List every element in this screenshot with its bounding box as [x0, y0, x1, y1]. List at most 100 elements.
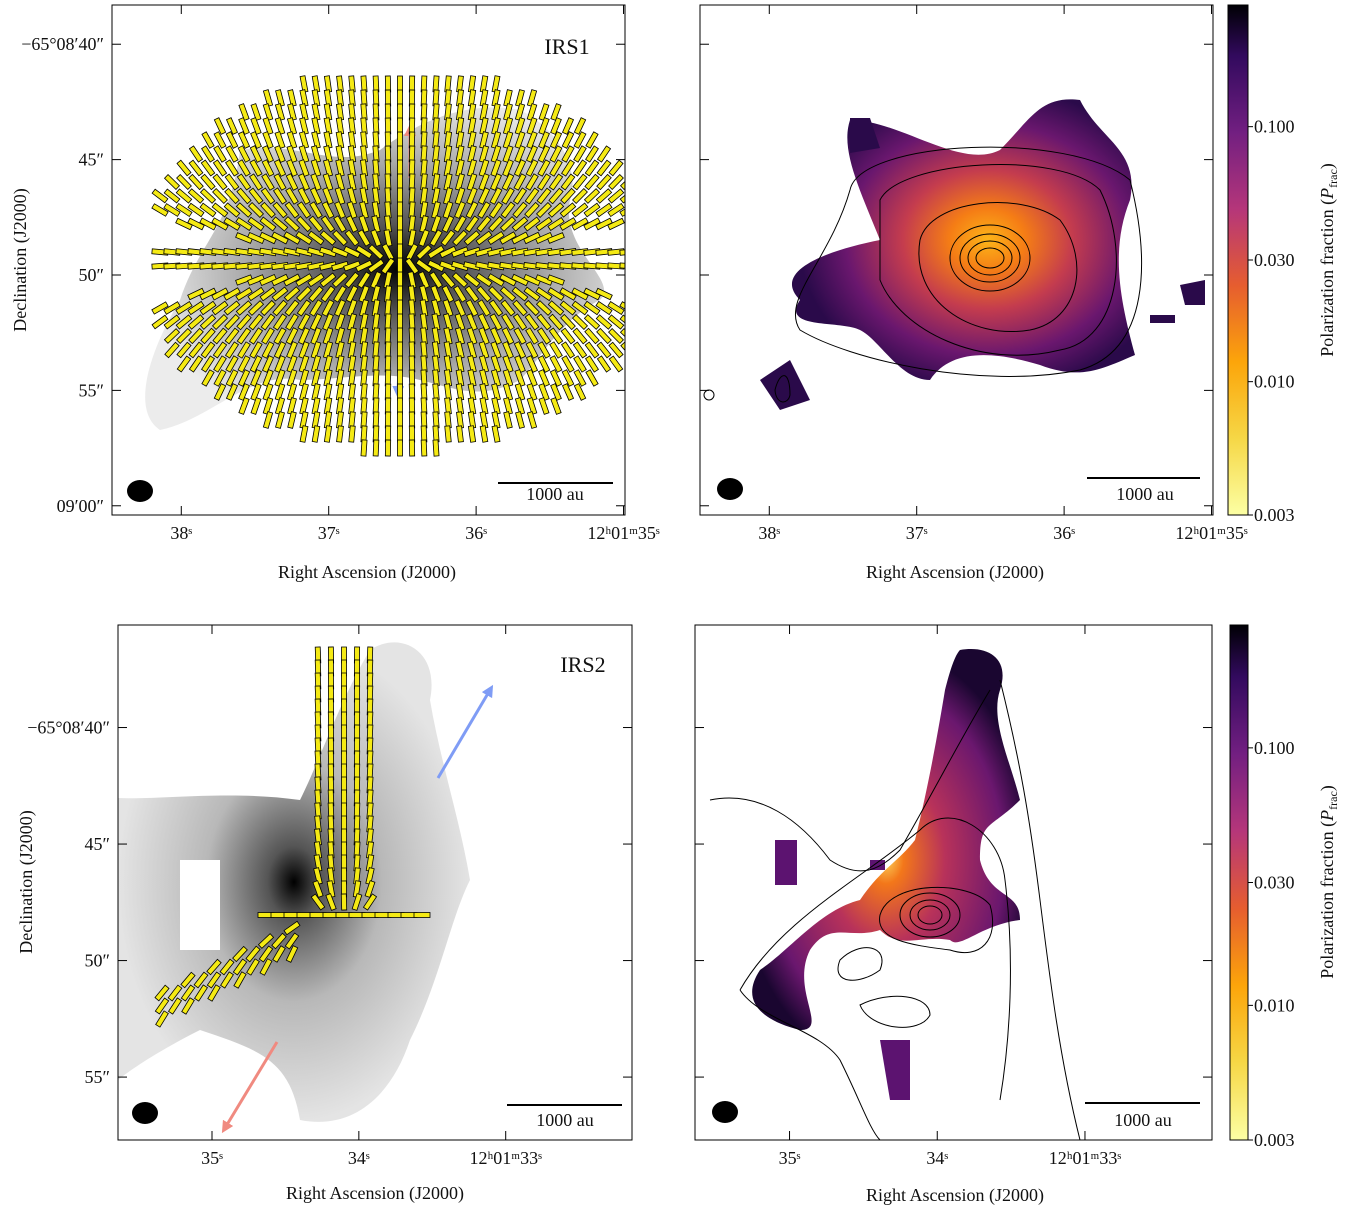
pol-vector: [370, 271, 382, 289]
pol-vector: [439, 260, 457, 272]
pol-vector: [325, 893, 337, 911]
label-part: ): [1317, 785, 1338, 791]
pol-vector: [167, 997, 183, 1015]
pol-vector: [573, 383, 587, 401]
pol-vector: [419, 215, 429, 233]
pol-vector: [371, 285, 381, 303]
pol-vector: [164, 341, 180, 359]
pol-vector: [547, 202, 565, 218]
pol-vector: [525, 355, 539, 373]
pol-vector: [187, 202, 205, 218]
frame: [694, 624, 1213, 1141]
pol-vector: [535, 274, 553, 286]
pol-vector: [439, 245, 457, 259]
pol-vector: [537, 355, 551, 373]
pol-vector: [249, 173, 263, 191]
pol-vector: [596, 355, 612, 373]
pol-vector: [262, 369, 274, 387]
pol-vector: [188, 159, 204, 177]
pol-vector: [285, 187, 299, 205]
pol-vector: [511, 216, 529, 232]
pol-vector: [524, 187, 540, 205]
pol-vector: [584, 173, 600, 191]
pol-vector: [515, 411, 525, 429]
pol-vector: [223, 202, 241, 218]
pol-vector: [487, 230, 505, 246]
pol-vector: [571, 300, 589, 316]
pol-vector: [443, 173, 453, 191]
pol-vector: [181, 997, 195, 1015]
pol-vector: [273, 327, 287, 345]
pol-vector: [262, 411, 274, 429]
pol-vector: [188, 327, 204, 345]
pol-vector: [151, 203, 169, 217]
pol-vector: [299, 397, 309, 415]
pol-vector: [206, 971, 222, 989]
pol-vector: [193, 971, 209, 989]
pol-vector: [488, 201, 504, 219]
colorbar-label: Polarization fraction (Pfrac): [1317, 785, 1340, 979]
pol-vector: [358, 285, 370, 303]
pol-vector: [608, 327, 624, 345]
pol-vector: [549, 369, 563, 387]
pol-vector: [285, 173, 299, 191]
pol-vector: [523, 286, 541, 302]
pol-vector: [511, 286, 529, 302]
pol-vector: [340, 893, 348, 911]
pol-vector: [526, 369, 538, 387]
pol-vector: [451, 272, 469, 288]
pol-vector: [499, 286, 517, 302]
pol-vector: [298, 159, 310, 177]
pol-vector: [163, 328, 181, 344]
pol-vector: [513, 159, 527, 177]
pol-vector: [223, 217, 241, 231]
pol-vector: [367, 244, 385, 260]
pol-vector: [296, 201, 312, 219]
pol-vector: [295, 273, 313, 287]
pol-vector: [561, 159, 575, 177]
pol-vector: [272, 313, 288, 331]
pol-vector: [573, 131, 587, 149]
pol-vector: [163, 301, 181, 315]
pol-vector: [333, 299, 347, 317]
pol-vector: [442, 299, 454, 317]
pol-vector: [247, 286, 265, 302]
scale-bar-label: 1000 au: [526, 484, 584, 504]
pol-vector: [347, 313, 357, 331]
pol-vector: [443, 187, 453, 205]
pol-vector: [224, 173, 240, 191]
pol-vector: [464, 215, 480, 233]
pol-vector: [334, 187, 346, 205]
pol-vector: [466, 341, 478, 359]
pol-vector: [512, 299, 528, 317]
pol-vector: [595, 188, 613, 204]
label-part: Polarization fraction (: [1317, 199, 1338, 357]
pol-vector: [525, 327, 539, 345]
pol-vector: [512, 187, 528, 205]
beam: [717, 478, 743, 500]
pol-vector: [512, 201, 528, 219]
pol-vector: [163, 174, 181, 190]
pol-vector: [346, 201, 358, 219]
pol-vector: [188, 341, 204, 359]
pol-vector: [212, 327, 228, 345]
x-tick-label: 36ˢ: [1053, 523, 1075, 543]
pol-vector: [583, 188, 601, 204]
pol-vector: [371, 215, 381, 233]
pol-vector: [201, 145, 215, 163]
pol-vector: [503, 89, 513, 107]
pol-vector: [180, 971, 196, 989]
panel-label: IRS1: [544, 34, 589, 59]
pol-vector: [479, 117, 489, 135]
pol-vector: [180, 984, 196, 1002]
pol-vector: [463, 246, 481, 258]
label-part: ): [1317, 163, 1338, 169]
pol-vector: [632, 302, 648, 314]
vectors: [154, 646, 431, 1028]
pol-vector: [310, 145, 322, 163]
pol-vector: [175, 217, 193, 231]
pol-vector: [200, 159, 216, 177]
pol-vector: [213, 131, 227, 149]
pol-vector: [573, 145, 587, 163]
